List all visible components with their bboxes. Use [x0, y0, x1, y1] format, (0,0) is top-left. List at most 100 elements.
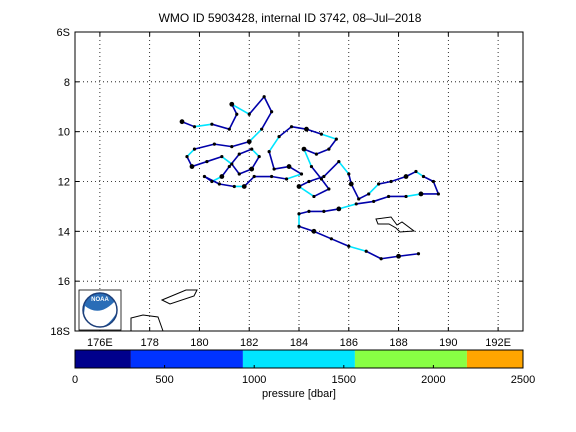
track-segment: [338, 160, 350, 175]
y-tick-label: 16: [58, 276, 70, 288]
profile-point: [322, 174, 326, 179]
profile-point: [304, 126, 309, 132]
profile-point: [272, 167, 276, 171]
track-segment: [260, 110, 273, 130]
track-segment: [288, 165, 303, 175]
track-segment: [250, 148, 260, 158]
profile-point: [267, 150, 271, 154]
profile-point: [210, 179, 214, 184]
track-segment: [365, 250, 382, 260]
profile-point: [348, 181, 354, 187]
profile-point: [249, 166, 255, 172]
profile-point: [284, 177, 289, 181]
track-segment: [338, 203, 358, 210]
profile-point: [299, 172, 304, 176]
profile-point: [311, 228, 317, 234]
profile-point: [418, 191, 424, 197]
track-segment: [248, 95, 265, 116]
profile-point: [379, 257, 383, 261]
profile-point: [297, 212, 301, 216]
track-segment: [422, 175, 435, 183]
axis-labels: 176E 178 180 182 184 186 188 190 192E 6S 8 10 12 14 16…: [50, 27, 511, 349]
profile-point: [301, 146, 307, 152]
track-segment: [206, 155, 223, 163]
track-segment: [191, 160, 208, 168]
track-segment: [405, 193, 422, 198]
profile-point: [220, 154, 224, 159]
profile-point: [414, 169, 418, 174]
profile-point: [252, 174, 256, 179]
track-segment: [213, 143, 233, 148]
profile-point: [327, 187, 331, 191]
profile-point: [329, 237, 333, 241]
track-segment: [355, 200, 375, 205]
colorbar-tick-label: 1000: [242, 374, 266, 386]
profile-point: [192, 125, 197, 129]
profile-point: [296, 184, 302, 189]
colorbar-band: [130, 350, 243, 368]
y-tick-label: 18S: [50, 326, 70, 338]
track-segment: [320, 178, 330, 190]
logo-text: NOAA: [91, 297, 109, 303]
x-tick-label: 182: [240, 337, 258, 349]
colorbar: 0 500 1000 1500 2000 2500 pressure [dbar]: [72, 349, 535, 400]
profile-point: [431, 179, 435, 184]
track-segment: [323, 160, 340, 178]
x-tick-label: 184: [290, 337, 308, 349]
profile-point: [217, 182, 221, 186]
profile-point: [241, 184, 247, 189]
land-outlines: [130, 216, 416, 332]
x-tick-label: 192E: [485, 337, 511, 349]
profile-point: [270, 174, 274, 179]
float-trajectory: [179, 95, 440, 261]
colorbar-frame: [74, 349, 524, 369]
x-tick-label: 178: [140, 337, 158, 349]
track-segment: [193, 143, 216, 150]
profile-point: [205, 159, 209, 164]
track-segment: [268, 150, 275, 170]
profile-point: [389, 179, 393, 184]
profile-point: [260, 127, 264, 131]
profile-point: [250, 147, 254, 151]
profile-point: [229, 101, 235, 107]
island-outline: [130, 314, 164, 332]
profile-point: [357, 197, 361, 201]
profile-point: [286, 164, 292, 169]
track-segment: [367, 183, 380, 195]
track-segment: [372, 195, 390, 203]
track-segment: [432, 180, 440, 195]
track-segment: [350, 183, 360, 200]
profile-point: [235, 112, 239, 116]
profile-point: [337, 159, 341, 164]
profile-point: [319, 177, 323, 181]
y-tick-label: 6S: [57, 27, 70, 39]
noaa-logo: NOAA: [78, 289, 122, 331]
profile-point: [309, 164, 314, 169]
track-segment: [231, 163, 241, 175]
profile-point: [232, 184, 236, 189]
track-segment: [221, 155, 233, 165]
profile-point: [297, 224, 301, 228]
track-segment: [328, 138, 338, 150]
profile-point: [404, 194, 408, 199]
profile-point: [416, 252, 421, 256]
profile-point: [312, 194, 316, 199]
profile-point: [210, 122, 214, 126]
profile-point: [270, 110, 274, 114]
y-tick-label: 8: [64, 77, 70, 89]
track-segment: [268, 135, 280, 153]
track-segment: [211, 123, 231, 130]
track-segment: [330, 238, 350, 248]
track-segment: [313, 188, 330, 198]
colorbar-tick-label: 2000: [421, 374, 445, 386]
y-tick-label: 10: [58, 127, 70, 139]
track-segment: [315, 148, 330, 155]
axis-ticks: [75, 31, 523, 332]
track-segment: [278, 125, 293, 138]
profile-point: [319, 132, 323, 136]
island-outline: [160, 289, 198, 305]
profile-point: [314, 152, 319, 156]
profile-point: [307, 209, 311, 213]
track-segment: [248, 128, 263, 143]
profile-point: [322, 209, 326, 213]
